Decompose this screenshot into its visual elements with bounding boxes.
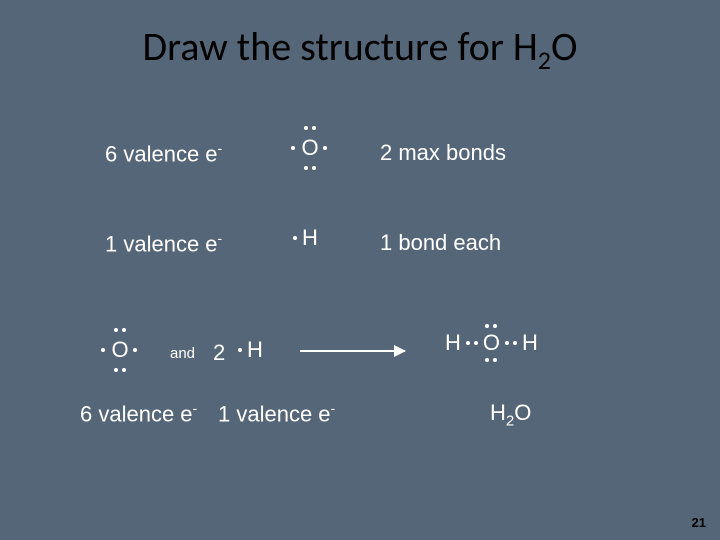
h-symbol-2: H [247,337,263,362]
dot [293,236,297,240]
dot [122,368,126,372]
bond-dots-2 [500,333,522,353]
row4-l1: 6 valence e- [80,400,197,427]
row4-formula: H2O [490,400,531,429]
result-h1: H [445,330,461,356]
row1-left: 6 valence e- [105,140,222,167]
result-o-wrap: O [483,330,500,356]
h-lewis-2: H [235,330,275,370]
result-o: O [483,330,500,355]
hydrogen-symbol: H [302,225,318,250]
dot [304,126,308,130]
arrow-icon [300,350,405,352]
title-suffix: O [551,22,577,71]
and-label: and [170,345,195,362]
dot [114,368,118,372]
dot [291,146,295,150]
two-label: 2 [213,340,225,366]
row-oxygen: 6 valence e- [105,140,222,167]
dot [312,166,316,170]
oxygen-lewis: O [290,128,330,168]
row1-right-wrap: 2 max bonds [380,140,506,166]
result-h2: H [522,330,538,356]
hydrogen-lewis: H [290,218,330,258]
dot [133,348,137,352]
dot [101,348,105,352]
oxygen-symbol: O [301,135,318,160]
bond-dots-1 [461,333,483,353]
dot [238,348,242,352]
title-sub: 2 [538,44,551,76]
slide-title: Draw the structure for H2O [0,0,720,76]
row2-left: 1 valence e- [105,230,222,257]
o-lewis-2: O [100,330,140,370]
row4-l2: 1 valence e- [218,400,335,427]
row2-right: 1 bond each [380,230,501,256]
row1-right: 2 max bonds [380,140,506,166]
title-prefix: Draw the structure for H [143,22,538,71]
dot [304,166,308,170]
row2-right-wrap: 1 bond each [380,230,501,256]
result-molecule: H O H [445,330,538,356]
dot [312,126,316,130]
dot [122,328,126,332]
row-hydrogen: 1 valence e- [105,230,222,257]
o-symbol-2: O [111,337,128,362]
dot [114,328,118,332]
dot [323,146,327,150]
page-number: 21 [692,515,706,530]
